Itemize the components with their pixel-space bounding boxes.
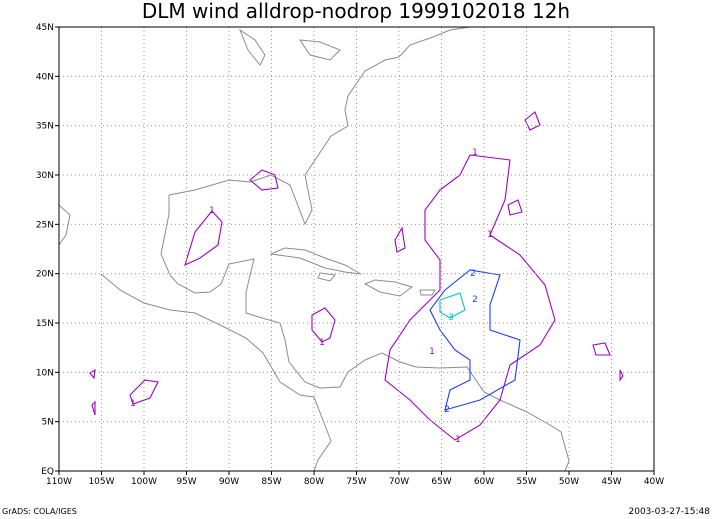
x-tick-label: 85W <box>261 477 281 487</box>
y-tick-label: 10N <box>36 368 54 378</box>
contour-label: 2 <box>472 295 478 305</box>
plot-frame <box>58 26 655 472</box>
x-tick-label: 55W <box>516 477 536 487</box>
x-tick-label: 100W <box>131 477 157 487</box>
y-tick-label: 15N <box>36 319 54 329</box>
coastlines <box>58 26 570 472</box>
y-tick-label: 25N <box>36 220 54 230</box>
x-tick-label: 105W <box>88 477 114 487</box>
contour-label: 1 <box>472 148 478 158</box>
y-tick-label: 5N <box>42 418 54 428</box>
contour-label: 2 <box>470 269 476 279</box>
contour-label: 1 <box>429 347 435 357</box>
x-tick-label: 50W <box>559 477 579 487</box>
contour-label: 3 <box>448 313 454 323</box>
x-tick-label: 80W <box>304 477 324 487</box>
contour-label: 2 <box>444 405 450 415</box>
x-tick-label: 95W <box>176 477 196 487</box>
y-tick-label: EQ <box>41 467 54 477</box>
x-tick-label: 40W <box>644 477 664 487</box>
x-tick-label: 75W <box>346 477 366 487</box>
x-tick-label: 90W <box>219 477 239 487</box>
y-tick-label: 30N <box>36 171 54 181</box>
x-tick-label: 60W <box>474 477 494 487</box>
y-tick-label: 45N <box>36 23 54 33</box>
footer-left: GrADS: COLA/IGES <box>2 507 77 516</box>
x-tick-label: 70W <box>389 477 409 487</box>
footer-right: 2003-03-27-15:48 <box>629 507 711 517</box>
contour-label: 1 <box>455 435 461 445</box>
contour-label: 1 <box>487 230 493 240</box>
contour-label: 1 <box>319 338 325 348</box>
contour-label: 1 <box>209 206 215 216</box>
contours <box>89 111 624 441</box>
x-tick-label: 110W <box>46 477 72 487</box>
contour-label: 1 <box>130 399 136 409</box>
x-tick-label: 65W <box>431 477 451 487</box>
y-tick-label: 35N <box>36 122 54 132</box>
y-tick-label: 20N <box>36 270 54 280</box>
x-tick-label: 45W <box>601 477 621 487</box>
y-tick-label: 40N <box>36 72 54 82</box>
map-title: DLM wind alldrop-nodrop 1999102018 12h <box>142 0 570 23</box>
